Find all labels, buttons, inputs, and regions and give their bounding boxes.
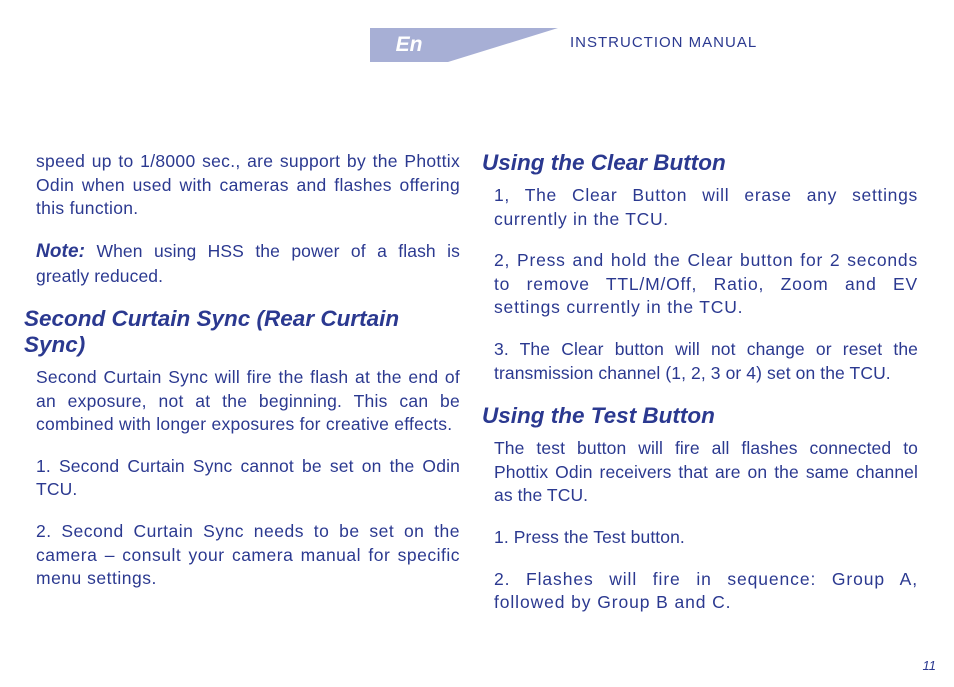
header-wedge-icon (448, 28, 558, 62)
note-text: When using HSS the power of a flash is g… (36, 241, 460, 286)
page-header: En INSTRUCTION MANUAL (0, 28, 954, 68)
section-heading-test-button: Using the Test Button (482, 403, 918, 429)
section1-para1: Second Curtain Sync will fire the flash … (36, 366, 460, 437)
section2-para3: 3. The Clear button will not change or r… (494, 338, 918, 385)
section2-para1: 1, The Clear Button will erase any setti… (494, 184, 918, 231)
section-heading-clear-button: Using the Clear Button (482, 150, 918, 176)
right-column: Using the Clear Button 1, The Clear Butt… (494, 150, 918, 667)
language-badge-text: En (396, 33, 423, 57)
section3-para1: The test button will fire all flashes co… (494, 437, 918, 508)
intro-paragraph: speed up to 1/8000 sec., are support by … (36, 150, 460, 221)
section1-para2: 1. Second Curtain Sync cannot be set on … (36, 455, 460, 502)
note-label: Note: (36, 241, 85, 262)
section2-para2: 2, Press and hold the Clear button for 2… (494, 249, 918, 320)
header-title: INSTRUCTION MANUAL (570, 34, 757, 51)
section3-para3: 2. Flashes will fire in sequence: Group … (494, 568, 918, 615)
section-heading-second-curtain: Second Curtain Sync (Rear Curtain Sync) (24, 306, 460, 358)
section3-para2: 1. Press the Test button. (494, 526, 918, 550)
page-content: speed up to 1/8000 sec., are support by … (36, 150, 918, 667)
language-badge: En (370, 28, 448, 62)
note-paragraph: Note: When using HSS the power of a flas… (36, 239, 460, 288)
section1-para3: 2. Second Curtain Sync needs to be set o… (36, 520, 460, 591)
left-column: speed up to 1/8000 sec., are support by … (36, 150, 460, 667)
page-number: 11 (923, 658, 937, 673)
